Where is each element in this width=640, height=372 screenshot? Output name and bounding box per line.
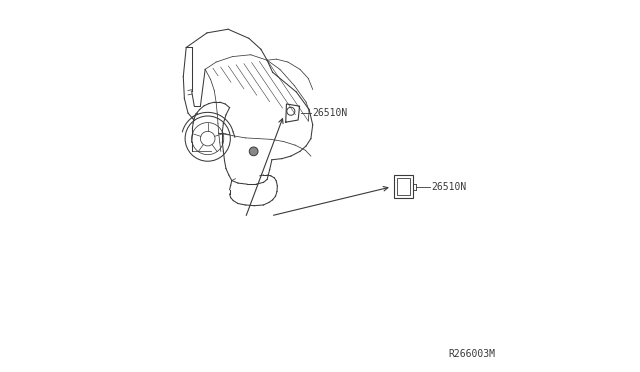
Text: 26510N: 26510N bbox=[431, 182, 466, 192]
Circle shape bbox=[249, 147, 258, 156]
Bar bbox=[397, 178, 410, 195]
Text: 26510N: 26510N bbox=[312, 108, 348, 118]
Text: R266003M: R266003M bbox=[448, 349, 495, 359]
Bar bbox=[394, 176, 413, 198]
